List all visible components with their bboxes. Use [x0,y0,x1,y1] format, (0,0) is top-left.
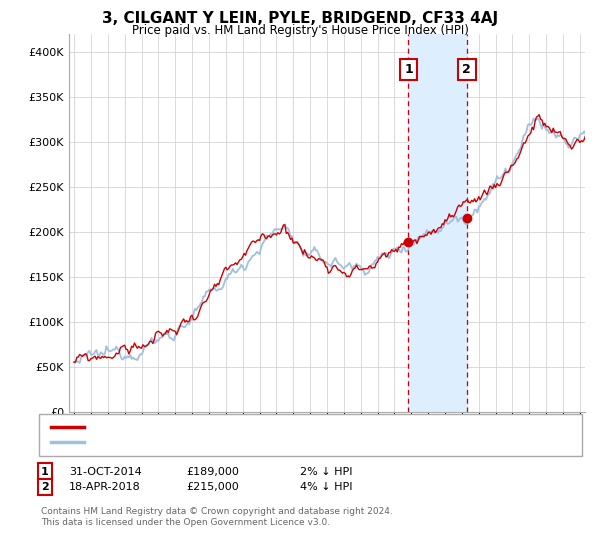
Text: 4% ↓ HPI: 4% ↓ HPI [300,482,353,492]
Text: £215,000: £215,000 [186,482,239,492]
Text: Price paid vs. HM Land Registry's House Price Index (HPI): Price paid vs. HM Land Registry's House … [131,24,469,37]
Text: HPI: Average price, detached house, Bridgend: HPI: Average price, detached house, Brid… [89,437,329,447]
Bar [409,34,467,412]
Text: Contains HM Land Registry data © Crown copyright and database right 2024.
This d: Contains HM Land Registry data © Crown c… [41,507,392,527]
Text: £189,000: £189,000 [186,466,239,477]
Text: 3, CILGANT Y LEIN, PYLE, BRIDGEND, CF33 4AJ (detached house): 3, CILGANT Y LEIN, PYLE, BRIDGEND, CF33 … [89,422,425,432]
Text: 3, CILGANT Y LEIN, PYLE, BRIDGEND, CF33 4AJ: 3, CILGANT Y LEIN, PYLE, BRIDGEND, CF33 … [102,11,498,26]
Text: 2% ↓ HPI: 2% ↓ HPI [300,466,353,477]
Text: 2: 2 [41,482,49,492]
Text: 1: 1 [404,63,413,76]
Text: 2: 2 [463,63,471,76]
Text: 1: 1 [41,466,49,477]
Text: 31-OCT-2014: 31-OCT-2014 [69,466,142,477]
Text: 18-APR-2018: 18-APR-2018 [69,482,141,492]
